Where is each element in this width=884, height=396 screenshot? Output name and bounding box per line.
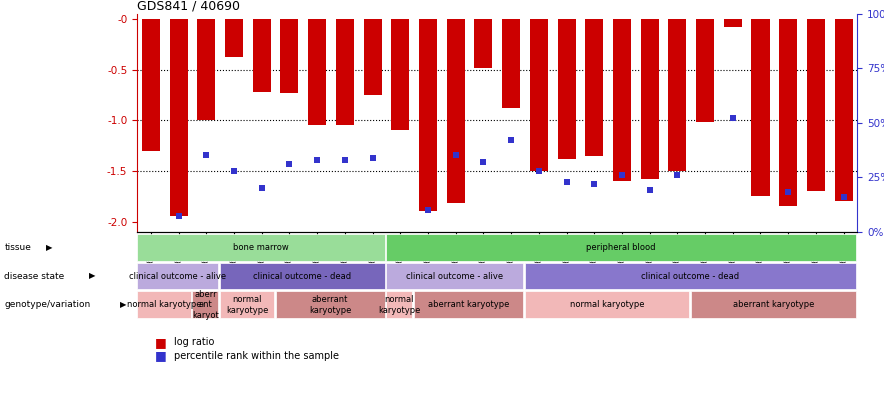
Bar: [724, 19, 742, 27]
Text: peripheral blood: peripheral blood: [586, 243, 656, 251]
Bar: [668, 19, 686, 171]
Bar: [641, 19, 659, 179]
Text: ▶: ▶: [46, 243, 52, 251]
Bar: [363, 19, 382, 95]
Text: percentile rank within the sample: percentile rank within the sample: [174, 351, 339, 361]
Bar: [280, 19, 299, 93]
Bar: [585, 19, 603, 156]
Text: aberrant
karyotype: aberrant karyotype: [309, 295, 351, 314]
Bar: [392, 19, 409, 130]
Text: GDS841 / 40690: GDS841 / 40690: [137, 0, 240, 13]
Bar: [419, 19, 437, 211]
Text: ▶: ▶: [89, 272, 95, 280]
Bar: [475, 19, 492, 68]
Bar: [751, 19, 769, 196]
Text: disease state: disease state: [4, 272, 65, 280]
Bar: [309, 19, 326, 125]
Text: normal
karyotype: normal karyotype: [225, 295, 268, 314]
Text: ▶: ▶: [120, 301, 126, 309]
Bar: [502, 19, 520, 108]
Text: clinical outcome - alive: clinical outcome - alive: [407, 272, 503, 280]
Bar: [807, 19, 825, 191]
Text: normal
karyotype: normal karyotype: [378, 295, 421, 314]
Text: normal karyotype: normal karyotype: [126, 301, 201, 309]
Text: tissue: tissue: [4, 243, 31, 251]
Text: bone marrow: bone marrow: [233, 243, 289, 251]
Text: ■: ■: [155, 350, 166, 362]
Bar: [779, 19, 797, 206]
Bar: [446, 19, 465, 203]
Bar: [141, 19, 160, 150]
Bar: [253, 19, 271, 92]
Text: ■: ■: [155, 336, 166, 348]
Text: normal karyotype: normal karyotype: [570, 301, 644, 309]
Text: aberr
ant
karyot: aberr ant karyot: [192, 290, 218, 320]
Bar: [530, 19, 548, 171]
Text: clinical outcome - dead: clinical outcome - dead: [641, 272, 739, 280]
Text: aberrant karyotype: aberrant karyotype: [733, 301, 814, 309]
Text: clinical outcome - dead: clinical outcome - dead: [254, 272, 352, 280]
Text: clinical outcome - alive: clinical outcome - alive: [129, 272, 226, 280]
Bar: [613, 19, 631, 181]
Bar: [225, 19, 243, 57]
Bar: [336, 19, 354, 125]
Text: log ratio: log ratio: [174, 337, 215, 347]
Text: aberrant karyotype: aberrant karyotype: [428, 301, 509, 309]
Bar: [696, 19, 714, 122]
Text: genotype/variation: genotype/variation: [4, 301, 91, 309]
Bar: [170, 19, 187, 217]
Bar: [834, 19, 853, 201]
Bar: [197, 19, 216, 120]
Bar: [558, 19, 575, 159]
